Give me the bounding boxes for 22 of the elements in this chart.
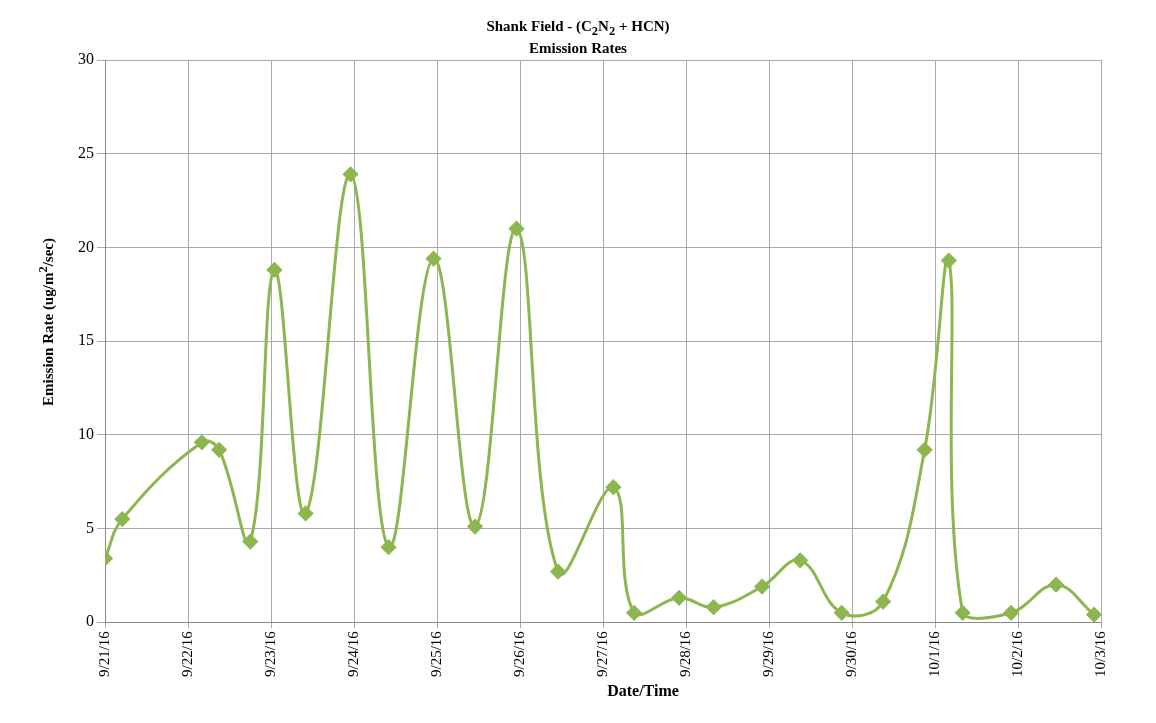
x-tick-label: 9/29/16 xyxy=(759,630,776,678)
x-tick-label: 9/30/16 xyxy=(842,630,859,678)
chart-title: Shank Field - (C$_{2}$N$_{2}$ + HCN) Emission Rates xyxy=(486,18,670,56)
y-tick-label: 0 xyxy=(86,612,94,630)
x-tick-label: 9/22/16 xyxy=(178,630,195,678)
x-tick-label: 9/27/16 xyxy=(593,630,610,678)
x-tick-label: 9/25/16 xyxy=(427,630,444,678)
x-tick-label: 9/24/16 xyxy=(344,630,361,678)
y-tick-label: 30 xyxy=(78,50,94,68)
x-tick-label: 9/23/16 xyxy=(261,630,278,678)
x-axis-title: Date/Time xyxy=(606,682,680,700)
x-tick-label: 10/2/16 xyxy=(1008,630,1025,678)
y-tick-label: 25 xyxy=(78,143,94,161)
y-tick-label: 5 xyxy=(86,518,94,536)
x-tick-label: 9/21/16 xyxy=(95,630,112,678)
x-tick-label: 9/28/16 xyxy=(676,630,693,678)
x-tick-label: 10/1/16 xyxy=(925,630,942,678)
y-tick-label: 15 xyxy=(78,331,94,349)
x-tick-label: 10/3/16 xyxy=(1091,630,1108,678)
y-tick-label: 10 xyxy=(78,424,94,442)
x-tick-label: 9/26/16 xyxy=(510,630,527,678)
y-tick-label: 20 xyxy=(78,237,94,255)
